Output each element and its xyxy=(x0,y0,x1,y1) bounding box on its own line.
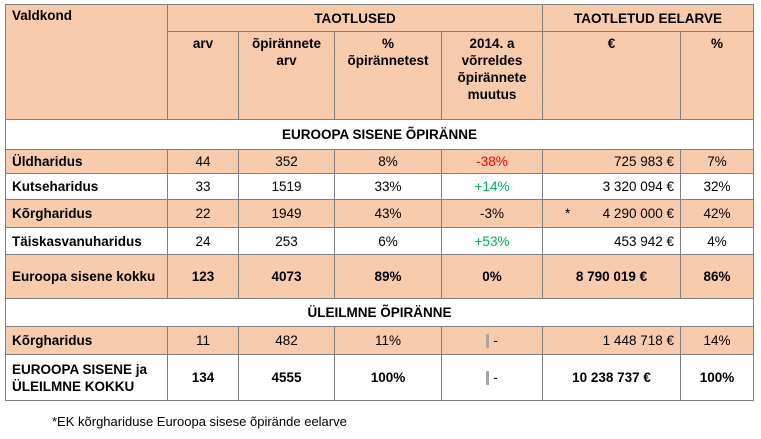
header-opirannete-arv: õpirännete arv xyxy=(238,31,335,120)
row-eur-pct: 32% xyxy=(679,173,755,200)
row-muutus: -3% xyxy=(441,199,543,228)
footnote: *EK kõrghariduse Euroopa sisese õpirände… xyxy=(52,414,347,429)
table-row: Täiskasvanuharidus 24 253 6% +53% 453 94… xyxy=(5,227,755,255)
row-name: Euroopa sisene kokku xyxy=(5,254,168,299)
row-pct: 11% xyxy=(334,326,442,355)
row-eur-pct: 100% xyxy=(679,354,755,401)
statistics-table: Valdkond TAOTLUSED TAOTLETUD EELARVE arv… xyxy=(4,4,755,401)
header-taotlused: TAOTLUSED xyxy=(167,4,543,32)
footnote-marker: * xyxy=(565,206,571,221)
row-name: Kõrgharidus xyxy=(5,199,168,228)
table-row: Kõrgharidus 22 1949 43% -3% * 4 290 000 €… xyxy=(5,199,755,228)
row-pct: 89% xyxy=(334,254,442,299)
grey-bar-icon xyxy=(486,334,490,349)
row-arv: 44 xyxy=(167,149,239,174)
row-eur: 10 238 737 € xyxy=(542,354,681,401)
row-opirannete: 352 xyxy=(238,149,335,174)
row-arv: 134 xyxy=(167,354,239,401)
section-euroopa-label: EUROOPA SISENE ÕPIRÄNNE xyxy=(4,119,755,150)
row-name: Kutseharidus xyxy=(5,173,168,200)
header-row-2: arv õpirännete arv % õpirännetest 2014. … xyxy=(5,31,755,120)
row-pct: 6% xyxy=(334,227,442,255)
row-opirannete: 4073 xyxy=(238,254,335,299)
row-pct: 100% xyxy=(334,354,442,401)
row-eur: 8 790 019 € xyxy=(542,254,681,299)
row-eur-pct: 86% xyxy=(679,254,755,299)
row-arv: 24 xyxy=(167,227,239,255)
grey-bar-icon xyxy=(486,371,490,386)
row-opirannete: 4555 xyxy=(238,354,335,401)
row-muutus-cell: - xyxy=(441,326,543,355)
section-uleilmne: ÜLEILMNE ÕPIRÄNNE xyxy=(4,298,755,327)
row-opirannete: 482 xyxy=(238,326,335,355)
header-row-1: Valdkond TAOTLUSED TAOTLETUD EELARVE xyxy=(5,4,755,120)
row-name: EUROOPA SISENE ja ÜLEILMNE KOKKU xyxy=(5,354,168,401)
row-name: Üldharidus xyxy=(5,149,168,174)
row-muutus-cell: - xyxy=(441,354,543,401)
table-row: Üldharidus 44 352 8% -38% 725 983 € 7% xyxy=(5,149,755,174)
row-name: Kõrgharidus xyxy=(5,326,168,355)
row-eur: 4 290 000 € xyxy=(602,206,674,221)
row-pct: 43% xyxy=(334,199,442,228)
row-eur-pct: 14% xyxy=(679,326,755,355)
row-eur: 1 448 718 € xyxy=(542,326,681,355)
header-eelarve: TAOTLETUD EELARVE xyxy=(541,4,755,32)
row-eur-pct: 42% xyxy=(679,199,755,228)
header-eur: € xyxy=(542,31,681,120)
row-muutus: -38% xyxy=(441,149,543,174)
row-muutus: +53% xyxy=(441,227,543,255)
row-eur: 453 942 € xyxy=(542,227,681,255)
row-eur-pct: 7% xyxy=(679,149,755,174)
row-eur-cell: * 4 290 000 € xyxy=(542,199,681,228)
row-name: Täiskasvanuharidus xyxy=(5,227,168,255)
global-row: Kõrgharidus 11 482 11% - 1 448 718 € 14% xyxy=(5,326,755,355)
row-pct: 8% xyxy=(334,149,442,174)
header-pct-opirannetest: % õpirännetest xyxy=(334,31,442,120)
row-arv: 33 xyxy=(167,173,239,200)
euroopa-total-row: Euroopa sisene kokku 123 4073 89% 0% 8 7… xyxy=(5,254,755,299)
grand-total-row: EUROOPA SISENE ja ÜLEILMNE KOKKU 134 455… xyxy=(5,354,755,401)
row-eur: 3 320 094 € xyxy=(542,173,681,200)
row-arv: 22 xyxy=(167,199,239,228)
row-muutus: +14% xyxy=(441,173,543,200)
row-arv: 11 xyxy=(167,326,239,355)
row-muutus: - xyxy=(493,369,498,385)
row-arv: 123 xyxy=(167,254,239,299)
row-opirannete: 253 xyxy=(238,227,335,255)
section-uleilmne-label: ÜLEILMNE ÕPIRÄNNE xyxy=(4,298,755,327)
row-opirannete: 1949 xyxy=(238,199,335,228)
row-muutus: - xyxy=(493,332,498,348)
header-arv: arv xyxy=(167,31,239,120)
header-pct: % xyxy=(679,31,755,120)
row-eur-pct: 4% xyxy=(679,227,755,255)
header-valdkond: Valdkond xyxy=(5,4,168,120)
section-euroopa: EUROOPA SISENE ÕPIRÄNNE xyxy=(4,119,755,150)
row-muutus: 0% xyxy=(441,254,543,299)
header-muutus: 2014. a võrreldes õpirännete muutus xyxy=(441,31,543,120)
row-eur: 725 983 € xyxy=(542,149,681,174)
row-pct: 33% xyxy=(334,173,442,200)
row-opirannete: 1519 xyxy=(238,173,335,200)
table-row: Kutseharidus 33 1519 33% +14% 3 320 094 … xyxy=(5,173,755,200)
